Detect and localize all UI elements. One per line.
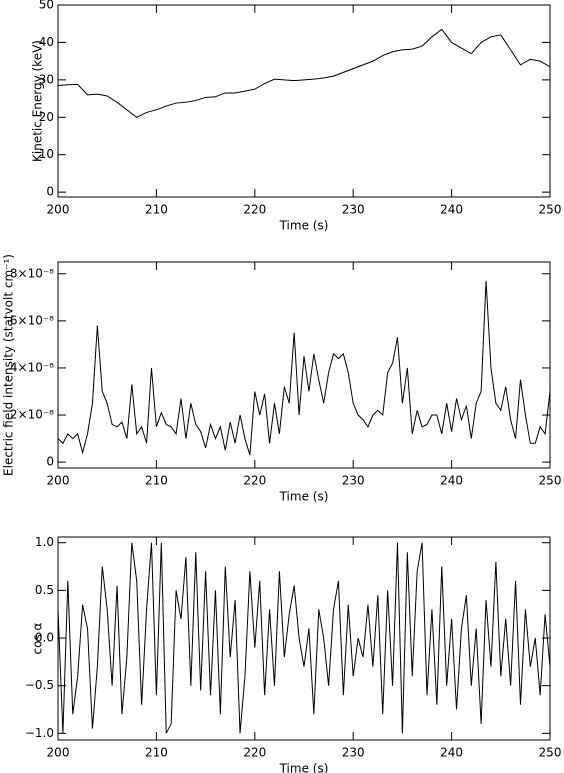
y-tick-label: 1.0 <box>35 535 54 549</box>
y-tick-label: 10 <box>39 147 54 161</box>
x-tick-label: 230 <box>342 746 365 760</box>
x-axis-label: Time (s) <box>279 762 329 773</box>
data-line <box>57 542 551 734</box>
x-tick-label: 250 <box>539 746 562 760</box>
y-axis-label: Kinetic Energy (keV) <box>31 40 45 162</box>
y-tick-label: 50 <box>39 0 54 12</box>
data-line <box>57 28 551 118</box>
x-tick-label: 200 <box>47 746 70 760</box>
x-tick-label: 210 <box>145 474 168 488</box>
y-axis-label: cos α <box>31 622 45 654</box>
x-tick-label: 220 <box>243 746 266 760</box>
x-tick-label: 250 <box>539 474 562 488</box>
x-tick-label: 220 <box>243 203 266 217</box>
x-tick-label: 230 <box>342 474 365 488</box>
y-tick-label: 20 <box>39 110 54 124</box>
y-tick-label: 0.0 <box>35 631 54 645</box>
y-tick-label: 4×10⁻⁸ <box>10 360 54 374</box>
y-tick-label: 8×10⁻⁸ <box>10 266 54 280</box>
y-tick-label: 2×10⁻⁸ <box>10 408 54 422</box>
x-tick-label: 200 <box>47 203 70 217</box>
x-axis-label: Time (s) <box>279 219 329 233</box>
x-tick-label: 250 <box>539 203 562 217</box>
plot-frame <box>57 261 551 469</box>
x-tick-label: 220 <box>243 474 266 488</box>
x-tick-label: 210 <box>145 746 168 760</box>
x-axis-label: Time (s) <box>279 490 329 504</box>
plot-frame <box>57 536 551 741</box>
x-tick-label: 240 <box>440 203 463 217</box>
y-tick-label: 40 <box>39 35 54 49</box>
y-tick-label: 6×10⁻⁸ <box>10 313 54 327</box>
x-tick-label: 240 <box>440 746 463 760</box>
y-axis-label: Electric field intensity (statvolt cm⁻¹) <box>2 254 16 476</box>
data-line <box>57 280 551 456</box>
y-tick-label: −0.5 <box>25 678 54 692</box>
y-tick-label: −1.0 <box>25 726 54 740</box>
y-tick-label: 0.5 <box>35 583 54 597</box>
x-tick-label: 230 <box>342 203 365 217</box>
x-tick-label: 240 <box>440 474 463 488</box>
y-tick-label: 0 <box>46 185 54 199</box>
y-tick-label: 0 <box>46 455 54 469</box>
y-tick-label: 30 <box>39 72 54 86</box>
x-tick-label: 200 <box>47 474 70 488</box>
x-tick-label: 210 <box>145 203 168 217</box>
plot-frame <box>57 4 551 198</box>
